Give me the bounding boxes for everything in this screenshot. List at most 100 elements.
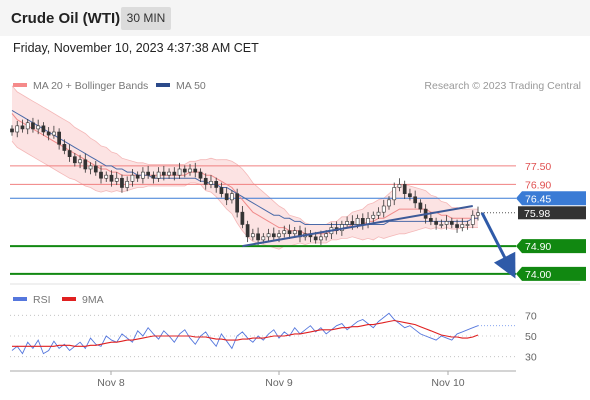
bollinger-lower [11, 141, 478, 250]
candle [240, 206, 245, 229]
candle [397, 178, 402, 192]
legend-label-9ma: 9MA [82, 294, 104, 306]
ma9-swatch-icon [62, 297, 76, 302]
rsi-tick-label: 30 [525, 352, 537, 364]
rsi-series-rsi [11, 312, 479, 355]
candle [282, 225, 287, 238]
annotations [242, 205, 516, 279]
candle [57, 128, 61, 150]
candle [46, 127, 51, 141]
candle [376, 207, 381, 219]
candle [135, 171, 140, 182]
candle [15, 120, 20, 138]
x-tick-label: Nov 8 [97, 377, 125, 389]
key-levels: 77.50 76.90 76.45 75.98 74.90 74.00 [10, 161, 586, 281]
candle [381, 199, 386, 218]
candle [25, 119, 30, 135]
chart-header: Crude Oil (WTI) 30 MIN [0, 0, 590, 36]
candle [120, 174, 124, 193]
candle [387, 196, 391, 210]
candle [62, 139, 67, 155]
candle [41, 122, 46, 136]
rsi-swatch-icon [13, 297, 27, 302]
legend-item-ma20: MA 20 + Bollinger Bands [13, 80, 148, 92]
level-label-support: 74.90 [525, 241, 551, 253]
legend-label-ma50: MA 50 [176, 80, 206, 92]
candle [256, 227, 260, 246]
candle [439, 219, 444, 229]
candle [434, 217, 438, 230]
bollinger-band-fill [12, 85, 478, 250]
x-tick-label: Nov 10 [431, 377, 464, 389]
candle [413, 190, 418, 209]
timeframe-badge[interactable]: 30 MIN [121, 7, 171, 30]
candle [182, 165, 187, 178]
x-axis-labels: Nov 8 Nov 9 Nov 10 [97, 371, 465, 389]
level-label-pivot: 76.45 [525, 193, 551, 205]
candle [408, 188, 412, 201]
candle [271, 227, 276, 241]
ma20-line [11, 113, 478, 235]
legend-item-rsi: RSI [13, 294, 51, 306]
candle [31, 117, 35, 133]
candle [141, 167, 145, 184]
candle [72, 152, 77, 167]
candle [109, 170, 114, 187]
candle [429, 212, 433, 226]
candle [93, 160, 98, 176]
candle [172, 167, 177, 181]
candle [52, 125, 56, 139]
candle [266, 228, 271, 243]
candle [465, 220, 470, 230]
level-tag-pivot [516, 191, 586, 206]
candle [114, 172, 119, 186]
candle [392, 182, 397, 206]
candle [251, 228, 255, 241]
projection-arrow [480, 212, 516, 279]
candle [167, 168, 171, 179]
instrument-title: Crude Oil (WTI) [11, 10, 121, 27]
legend-item-9ma: 9MA [62, 294, 104, 306]
level-tag-support [516, 266, 586, 281]
candle [219, 182, 224, 198]
candle [230, 189, 234, 204]
candle [476, 206, 480, 221]
candle [214, 177, 219, 193]
rsi-panel: 70 50 30 [10, 310, 537, 364]
candle [88, 162, 93, 175]
candle [224, 187, 229, 206]
level-tag-support [516, 239, 586, 254]
candle [470, 210, 475, 229]
candle [371, 211, 376, 224]
candle [245, 220, 250, 243]
legend-item-ma50: MA 50 [156, 80, 206, 92]
candle [460, 218, 465, 232]
candle [177, 162, 182, 179]
candle [235, 188, 239, 218]
moving-averages [11, 109, 478, 235]
legend-label-ma20: MA 20 + Bollinger Bands [33, 80, 149, 92]
candle [209, 175, 213, 189]
rsi-series-9ma [12, 319, 479, 347]
timestamp: Friday, November 10, 2023 4:37:38 AM CET [13, 41, 259, 55]
x-tick-label: Nov 9 [265, 377, 293, 389]
candle [287, 224, 292, 239]
candle [130, 169, 135, 187]
level-label-resistance: 76.90 [525, 179, 551, 191]
candlesticks [10, 117, 480, 246]
level-label-last: 75.98 [524, 208, 550, 220]
candle [449, 217, 454, 229]
candle [36, 119, 41, 135]
candle [67, 144, 72, 162]
candle [198, 168, 203, 182]
last-price-tag [518, 206, 586, 220]
candle [418, 199, 423, 213]
candle [161, 165, 166, 181]
candle [99, 165, 103, 184]
candle [104, 171, 109, 182]
candle [151, 171, 156, 184]
candle [193, 162, 198, 178]
candle [292, 226, 297, 238]
candle [146, 165, 150, 179]
